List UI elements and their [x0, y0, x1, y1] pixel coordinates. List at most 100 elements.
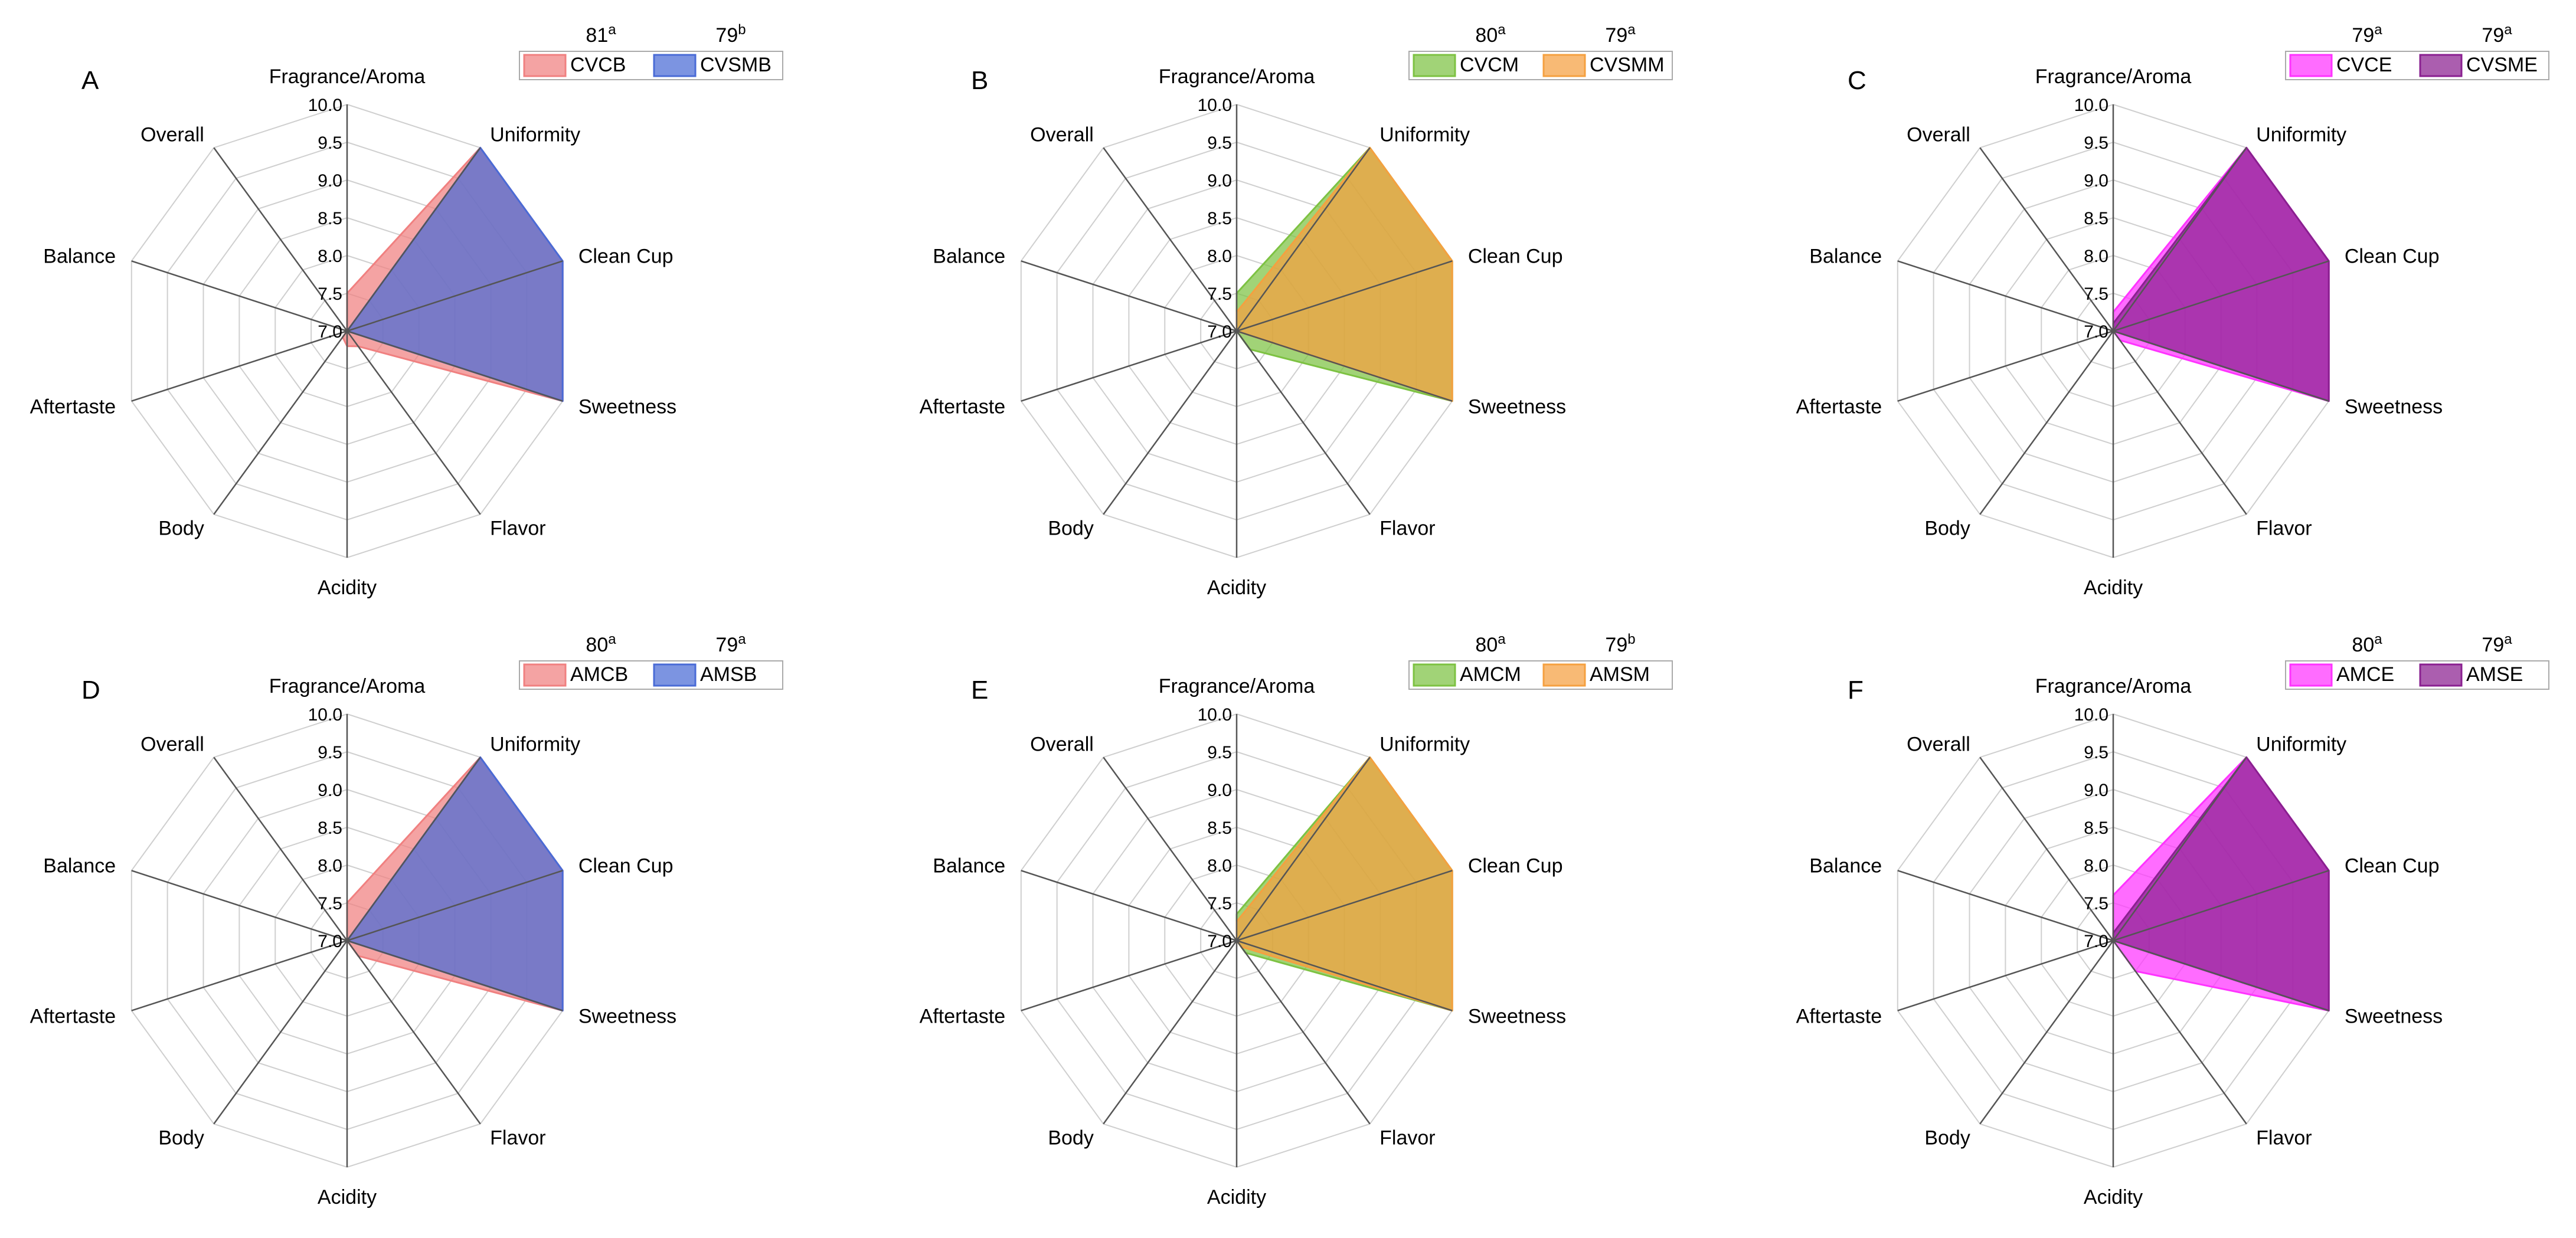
legend-swatch-cvcm	[1413, 54, 1456, 77]
axis-spoke-flavor	[1235, 330, 1371, 515]
axis-label-aftertaste: Aftertaste	[1796, 395, 1882, 418]
axis-label-clean-cup: Clean Cup	[578, 855, 674, 877]
radial-tick-label: 9.0	[1207, 781, 1232, 800]
score-label-cvcb: 81a	[586, 22, 616, 47]
axis-label-overall: Overall	[1030, 124, 1094, 146]
radial-tick-label: 9.5	[1207, 743, 1232, 762]
radial-tick-label: 7.5	[2084, 894, 2108, 913]
axis-label-fragrance-aroma: Fragrance/Aroma	[269, 675, 426, 697]
legend-swatch-amcm	[1413, 663, 1456, 687]
axis-spoke-aftertaste	[1897, 330, 2114, 402]
radial-tick-label: 8.5	[2084, 818, 2108, 838]
radial-tick-label: 8.0	[1207, 856, 1232, 876]
axis-label-uniformity: Uniformity	[490, 733, 580, 756]
axis-label-flavor: Flavor	[490, 517, 545, 539]
radial-tick-label: 9.0	[2084, 171, 2108, 191]
radar-panel-e: E 7.0 7.5 8.0 8.5 9.0 9.5 10.0 Fragrance/Aroma Un…	[920, 631, 1673, 1208]
radial-tick-label: 7.0	[2084, 322, 2108, 342]
axis-spoke-sweetness	[1236, 939, 1453, 1011]
radial-tick-label: 7.0	[1207, 322, 1232, 342]
axis-label-aftertaste: Aftertaste	[30, 1005, 116, 1027]
axis-label-balance: Balance	[43, 245, 116, 268]
radial-tick-label: 10.0	[308, 96, 342, 115]
axis-label-sweetness: Sweetness	[1468, 1005, 1566, 1027]
radial-tick-label: 8.0	[318, 247, 342, 266]
axis-label-flavor: Flavor	[490, 1126, 545, 1149]
legend-swatch-cvsmb	[653, 54, 697, 77]
axis-label-balance: Balance	[933, 245, 1005, 268]
axis-label-fragrance-aroma: Fragrance/Aroma	[269, 65, 426, 88]
axis-spoke-overall	[1979, 147, 2114, 332]
radial-tick-label: 9.0	[1207, 171, 1232, 191]
axis-spoke-flavor	[346, 940, 481, 1125]
axis-label-sweetness: Sweetness	[2345, 1005, 2443, 1027]
axis-spoke-sweetness	[2113, 939, 2329, 1011]
radial-tick-label: 10.0	[1198, 96, 1232, 115]
axis-spoke-flavor	[2112, 940, 2247, 1125]
score-label-amcm: 80a	[1475, 631, 1506, 657]
radial-tick-label: 8.5	[2084, 209, 2108, 228]
series-area-cvsmm	[1235, 146, 1453, 402]
radial-tick-label: 7.5	[1207, 894, 1232, 913]
legend-label-cvcm: CVCM	[1460, 54, 1519, 76]
radial-tick-label: 9.5	[318, 133, 342, 153]
axis-label-acidity: Acidity	[1207, 1186, 1266, 1208]
legend-label-cvsmm: CVSMM	[1590, 54, 1665, 76]
legend-swatch-cvcb	[523, 54, 567, 77]
axis-label-sweetness: Sweetness	[578, 1005, 676, 1027]
radial-tick-label: 7.0	[2084, 932, 2108, 951]
radial-tick-label: 7.0	[1207, 932, 1232, 951]
radial-tick-label: 9.0	[2084, 781, 2108, 800]
axis-label-overall: Overall	[1907, 124, 1970, 146]
score-label-cvcm: 80a	[1475, 22, 1506, 47]
axis-label-body: Body	[1048, 1126, 1094, 1149]
axis-label-acidity: Acidity	[318, 1186, 377, 1208]
radial-tick-label: 8.5	[1207, 209, 1232, 228]
score-label-cvce: 79a	[2352, 22, 2382, 47]
legend: AMCM 80a AMSM 79b	[1408, 631, 1673, 690]
axis-spoke-balance	[131, 260, 348, 332]
axis-spoke-uniformity	[1235, 756, 1371, 941]
radial-tick-label: 9.5	[2084, 133, 2108, 153]
axis-label-overall: Overall	[140, 124, 204, 146]
legend-label-cvsme: CVSME	[2466, 54, 2538, 76]
radar-panel-c: C 7.0 7.5 8.0 8.5 9.0 9.5 10.0 Fragrance/Aroma Un…	[1796, 22, 2549, 599]
radial-tick-label: 10.0	[1198, 705, 1232, 725]
axis-label-balance: Balance	[933, 855, 1005, 877]
score-label-amcb: 80a	[586, 631, 616, 657]
axis-label-body: Body	[158, 517, 204, 539]
axis-label-fragrance-aroma: Fragrance/Aroma	[1159, 65, 1315, 88]
axis-label-uniformity: Uniformity	[2256, 124, 2346, 146]
axis-label-clean-cup: Clean Cup	[578, 245, 674, 268]
axis-spoke-body	[213, 330, 348, 515]
radial-tick-label: 9.5	[318, 743, 342, 762]
legend-label-amsb: AMSB	[700, 663, 757, 686]
axis-spoke-clean-cup	[346, 260, 563, 332]
axis-label-acidity: Acidity	[1207, 577, 1266, 599]
legend-swatch-amce	[2289, 663, 2333, 687]
radar-panel-a: A 7.0 7.5 8.0 8.5 9.0 9.5 10.0 Fragrance/Aroma Un…	[30, 22, 783, 599]
radial-tick-label: 9.5	[1207, 133, 1232, 153]
radial-tick-label: 10.0	[308, 705, 342, 725]
legend-label-cvce: CVCE	[2336, 54, 2392, 76]
legend-swatch-cvsmm	[1542, 54, 1586, 77]
radial-tick-label: 8.5	[1207, 818, 1232, 838]
axis-spoke-uniformity	[2112, 147, 2247, 332]
axis-spoke-overall	[1979, 756, 2114, 941]
axis-spoke-balance	[1897, 260, 2114, 332]
legend: CVCM 80a CVSMM 79a	[1408, 22, 1673, 80]
series-area-amsm	[1235, 756, 1453, 1012]
axis-label-aftertaste: Aftertaste	[920, 1005, 1006, 1027]
axis-spoke-body	[1979, 940, 2114, 1125]
axis-label-flavor: Flavor	[2256, 517, 2312, 539]
axis-label-fragrance-aroma: Fragrance/Aroma	[2035, 65, 2192, 88]
axis-spoke-aftertaste	[131, 939, 348, 1011]
legend: AMCE 80a AMSE 79a	[2285, 631, 2549, 690]
radial-tick-label: 8.0	[2084, 247, 2108, 266]
axis-label-balance: Balance	[1809, 245, 1882, 268]
axis-spoke-balance	[1897, 870, 2114, 942]
axis-spoke-body	[1103, 940, 1238, 1125]
radial-tick-label: 7.5	[318, 284, 342, 304]
axis-spoke-body	[1103, 330, 1238, 515]
radar-panel-f: F 7.0 7.5 8.0 8.5 9.0 9.5 10.0 Fragrance/Aroma Un…	[1796, 631, 2549, 1208]
